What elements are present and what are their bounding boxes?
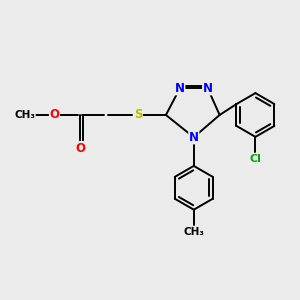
Text: O: O bbox=[75, 142, 85, 154]
Text: O: O bbox=[50, 109, 59, 122]
Text: N: N bbox=[203, 82, 213, 95]
Text: CH₃: CH₃ bbox=[183, 226, 204, 237]
Text: CH₃: CH₃ bbox=[14, 110, 35, 120]
Text: Cl: Cl bbox=[250, 154, 261, 164]
Text: N: N bbox=[189, 131, 199, 144]
Text: N: N bbox=[175, 82, 185, 95]
Text: S: S bbox=[134, 109, 142, 122]
